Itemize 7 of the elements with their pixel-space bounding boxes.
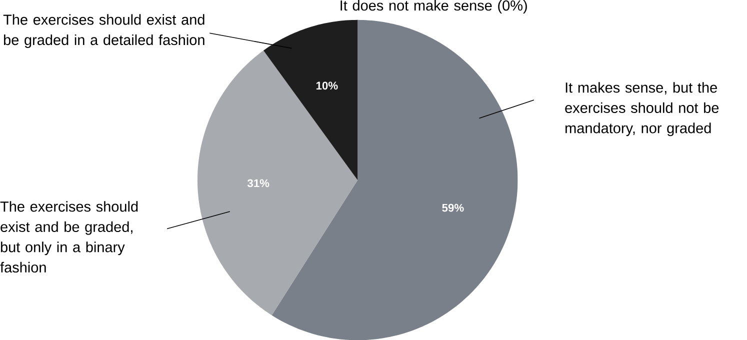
category-label: It does not make sense (0%) [340, 0, 527, 14]
data-label: 10% [316, 82, 338, 90]
data-label: 59% [442, 204, 464, 212]
slice-label: The exercises should exist and be graded, but only in a binary fashion [0, 200, 138, 272]
slice-label: It makes sense, but the exercises should not be mandatory, nor graded [565, 82, 719, 136]
slice-label: The exercises should exist and be graded in a detailed fashion [3, 14, 204, 48]
data-label: 31% [247, 179, 270, 188]
